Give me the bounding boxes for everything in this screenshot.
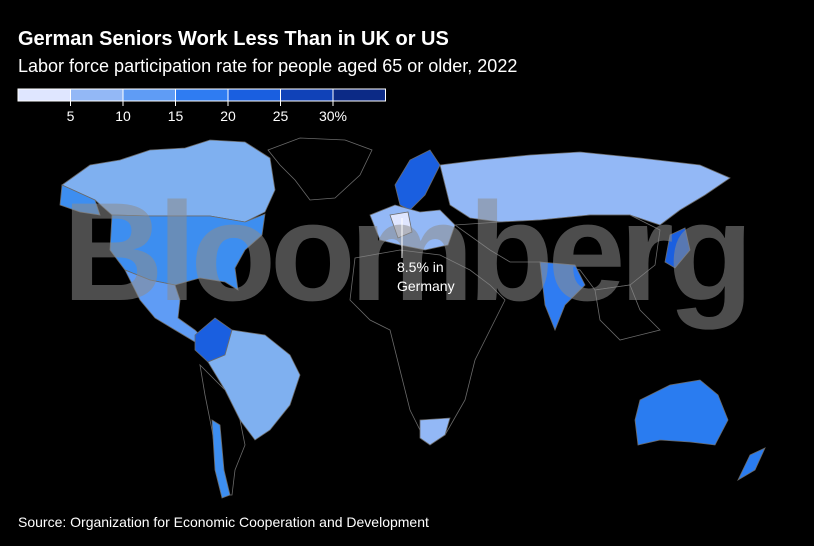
legend-swatch: [17, 88, 71, 102]
country: [453, 214, 661, 291]
annotation: Germany: [397, 278, 455, 294]
legend-tick-label: 10: [115, 108, 131, 124]
country: [594, 284, 661, 341]
country: [664, 227, 691, 269]
legend-swatch: [332, 88, 386, 102]
country: [349, 249, 506, 441]
legend-tick-label: 30%: [319, 108, 347, 124]
country: [634, 379, 729, 446]
country: [439, 151, 731, 226]
legend-tick-label: 25: [273, 108, 289, 124]
country: [539, 261, 586, 332]
source: Source: Organization for Economic Cooper…: [18, 514, 429, 530]
country: [211, 419, 231, 499]
title: German Seniors Work Less Than in UK or U…: [18, 28, 449, 50]
country: [207, 329, 301, 441]
legend-swatch: [70, 88, 124, 102]
map: [59, 137, 766, 499]
watermark: Bloomberg: [63, 173, 748, 330]
legend-swatch: [280, 88, 334, 102]
country: [267, 137, 373, 201]
legend-swatch: [175, 88, 229, 102]
country: [59, 184, 101, 216]
annotation: 8.5% in: [397, 259, 444, 275]
subtitle: Labor force participation rate for peopl…: [18, 56, 517, 76]
country: [199, 363, 246, 496]
country: [419, 417, 451, 446]
legend-tick-label: 15: [168, 108, 184, 124]
legend-tick-label: 5: [67, 108, 75, 124]
country: [737, 447, 766, 482]
legend-swatch: [227, 88, 281, 102]
legend-tick-label: 20: [220, 108, 236, 124]
country: [389, 211, 413, 239]
legend: 5 10 15 20 25 30%: [17, 88, 386, 124]
legend-swatch: [122, 88, 176, 102]
country: [394, 149, 441, 211]
